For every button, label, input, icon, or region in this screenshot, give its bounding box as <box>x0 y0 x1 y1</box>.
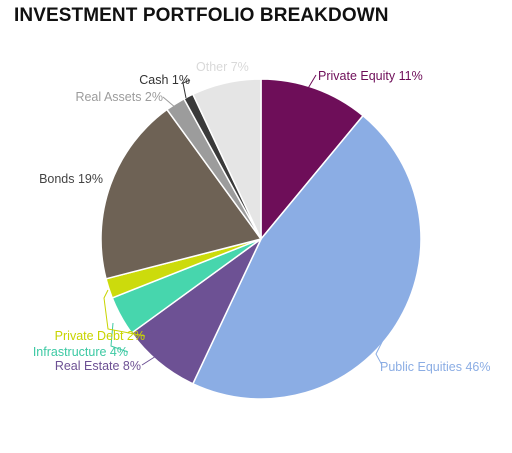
slice-label-private-debt: Private Debt 2% <box>55 329 145 343</box>
pie-slice-public-equities <box>192 114 422 400</box>
leader-line-private-debt <box>103 289 146 337</box>
pie-slice-other <box>192 78 262 240</box>
slice-label-bonds: Bonds 19% <box>39 172 103 186</box>
leader-line-real-estate <box>141 354 159 366</box>
slice-label-real-estate: Real Estate 8% <box>55 359 141 373</box>
slice-labels: Private Equity 11% Public Equities 46% Rea… <box>33 60 491 374</box>
slice-label-other: Other 7% <box>196 60 249 74</box>
leader-line-public-equities <box>375 326 394 366</box>
slice-label-real-assets: Real Assets 2% <box>75 90 163 104</box>
pie-slices <box>100 78 422 400</box>
slice-label-public-equities: Public Equities 46% <box>380 360 490 374</box>
slice-label-infrastructure: Infrastructure 4% <box>33 345 128 359</box>
leader-line-cash <box>182 79 191 99</box>
leader-lines <box>103 74 394 366</box>
pie-slice-private-equity <box>260 78 364 240</box>
leader-line-real-assets <box>162 96 177 109</box>
slice-label-private-equity: Private Equity 11% <box>318 69 423 83</box>
chart-title: INVESTMENT PORTFOLIO BREAKDOWN <box>14 5 389 26</box>
leader-line-private-equity <box>306 74 317 91</box>
slice-label-cash: Cash 1% <box>139 73 190 87</box>
leader-line-infrastructure <box>110 322 129 353</box>
pie-slice-bonds <box>100 108 262 280</box>
